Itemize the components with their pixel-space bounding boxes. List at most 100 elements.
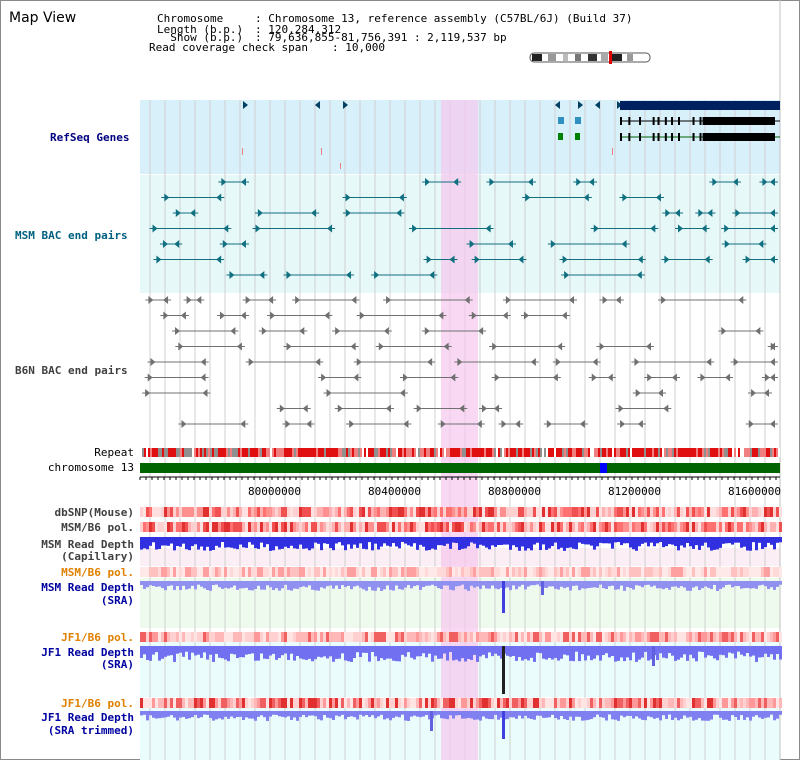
jf1-b6-pol-cell bbox=[755, 632, 758, 642]
msm-sra-depth-bar bbox=[167, 581, 170, 587]
repeat-segment bbox=[778, 448, 780, 457]
track-label-chromosome[interactable]: chromosome 13 bbox=[47, 461, 134, 474]
repeat-segment bbox=[582, 448, 584, 457]
msm-b6-pol-2-cell bbox=[503, 567, 506, 577]
jf1-b6-pol-2-cell bbox=[434, 698, 437, 708]
jf1-b6-pol-2-cell bbox=[263, 698, 266, 708]
jf1-trim-depth-bar bbox=[512, 711, 515, 718]
jf1-trim-depth-bar bbox=[413, 711, 416, 716]
info-coverage-value: : 10,000 bbox=[332, 41, 385, 54]
msm-sra-depth-bar bbox=[554, 581, 557, 589]
msm-b6-pol-2-cell bbox=[743, 567, 746, 577]
msm-sra-depth-bar-spike bbox=[502, 581, 505, 613]
repeat-segment bbox=[474, 448, 476, 457]
track-label-msm-bac[interactable]: MSM BAC end pairs bbox=[15, 229, 128, 242]
msm-cap-depth-bar bbox=[269, 537, 272, 551]
jf1-b6-pol-cell bbox=[389, 632, 392, 642]
jf1-sra-depth-bar bbox=[494, 646, 497, 654]
msm-sra-depth-bar bbox=[290, 581, 293, 591]
track-label-msm-depth-sra[interactable]: MSM Read Depth bbox=[41, 581, 134, 594]
dbsnp-cell bbox=[272, 507, 275, 517]
repeat-segment bbox=[616, 448, 618, 457]
msm-cap-depth-bar bbox=[734, 537, 737, 543]
dbsnp-cell bbox=[254, 507, 257, 517]
msm-sra-depth-bar bbox=[197, 581, 200, 585]
repeat-segment bbox=[534, 448, 536, 457]
b6n-bac-pair-end bbox=[240, 420, 246, 428]
b6n-bac-pair-end bbox=[261, 327, 267, 335]
msm-b6-pol-cell bbox=[734, 522, 737, 532]
track-label-jf1-b6-pol-2[interactable]: JF1/B6 pol. bbox=[61, 697, 134, 710]
msm-cap-depth-bar bbox=[182, 537, 185, 544]
msm-b6-pol-2-cell bbox=[395, 567, 398, 577]
msm-cap-depth-bar bbox=[470, 537, 473, 543]
msm-cap-depth-bar bbox=[443, 537, 446, 546]
jf1-sra-depth-bar bbox=[239, 646, 242, 658]
jf1-trim-depth-bar bbox=[620, 711, 623, 716]
dbsnp-cell bbox=[509, 507, 512, 517]
jf1-b6-pol-2-cell bbox=[746, 698, 749, 708]
msm-cap-depth-bar bbox=[773, 537, 776, 550]
jf1-b6-pol-cell bbox=[551, 632, 554, 642]
track-label-repeat[interactable]: Repeat bbox=[94, 446, 134, 459]
msm-cap-depth-bar bbox=[455, 537, 458, 544]
dbsnp-cell bbox=[512, 507, 515, 517]
repeat-segment bbox=[592, 448, 594, 457]
msm-b6-pol-2-cell bbox=[704, 567, 707, 577]
track-label-msm-b6-pol-2[interactable]: MSM/B6 pol. bbox=[61, 566, 134, 579]
msm-sra-depth-bar bbox=[620, 581, 623, 586]
track-label-msm-b6-pol[interactable]: MSM/B6 pol. bbox=[61, 521, 134, 534]
jf1-b6-pol-cell bbox=[632, 632, 635, 642]
jf1-trim-depth-bar bbox=[599, 711, 602, 718]
repeat-segment bbox=[292, 448, 294, 457]
track-label-msm-depth-cap[interactable]: MSM Read Depth bbox=[41, 538, 134, 551]
jf1-sra-depth-bar bbox=[344, 646, 347, 661]
jf1-b6-pol-cell bbox=[485, 632, 488, 642]
repeat-segment bbox=[712, 448, 714, 457]
msm-b6-pol-cell bbox=[455, 522, 458, 532]
refseq-gene-arrow bbox=[555, 101, 560, 109]
msm-b6-pol-cell bbox=[209, 522, 212, 532]
track-label-jf1-depth-sra[interactable]: JF1 Read Depth bbox=[41, 646, 134, 659]
jf1-b6-pol-cell bbox=[764, 632, 767, 642]
dbsnp-cell bbox=[596, 507, 599, 517]
dbsnp-cell bbox=[740, 507, 743, 517]
msm-sra-depth-bar bbox=[689, 581, 692, 591]
msm-sra-depth-bar bbox=[314, 581, 317, 591]
repeat-segment bbox=[690, 448, 692, 457]
msm-b6-pol-2-cell bbox=[599, 567, 602, 577]
repeat-segment bbox=[526, 448, 528, 457]
msm-b6-pol-cell bbox=[239, 522, 242, 532]
msm-b6-pol-cell bbox=[218, 522, 221, 532]
repeat-segment bbox=[492, 448, 494, 457]
jf1-b6-pol-cell bbox=[701, 632, 704, 642]
msm-sra-depth-bar bbox=[695, 581, 698, 587]
dbsnp-cell bbox=[140, 507, 143, 517]
msm-bac-pair-end bbox=[770, 255, 775, 264]
msm-b6-pol-cell bbox=[224, 522, 227, 532]
jf1-trim-depth-bar bbox=[758, 711, 761, 718]
track-label-b6n-bac[interactable]: B6N BAC end pairs bbox=[15, 364, 128, 377]
b6n-bac-pair-end bbox=[219, 311, 225, 320]
msm-b6-pol-2-cell bbox=[233, 567, 236, 577]
msm-b6-pol-cell bbox=[329, 522, 332, 532]
repeat-segment bbox=[672, 448, 674, 457]
track-label-dbsnp[interactable]: dbSNP(Mouse) bbox=[54, 506, 134, 519]
msm-b6-pol-cell bbox=[311, 522, 314, 532]
msm-cap-depth-bar bbox=[521, 537, 524, 547]
track-label-refseq[interactable]: RefSeq Genes bbox=[50, 131, 130, 144]
msm-cap-depth-bar bbox=[209, 537, 212, 551]
msm-b6-pol-cell bbox=[596, 522, 599, 532]
jf1-b6-pol-2-cell bbox=[401, 698, 404, 708]
msm-sra-depth-bar bbox=[338, 581, 341, 590]
track-label-jf1-depth-trim[interactable]: JF1 Read Depth bbox=[41, 711, 134, 724]
b6n-bac-pair-end bbox=[349, 420, 355, 428]
msm-sra-depth-bar bbox=[644, 581, 647, 586]
msm-b6-pol-cell bbox=[140, 522, 143, 532]
jf1-b6-pol-2-cell bbox=[488, 698, 491, 708]
jf1-b6-pol-2-cell bbox=[719, 698, 722, 708]
repeat-segment bbox=[328, 448, 330, 457]
jf1-b6-pol-cell bbox=[152, 632, 155, 642]
track-label-jf1-b6-pol[interactable]: JF1/B6 pol. bbox=[61, 631, 134, 644]
